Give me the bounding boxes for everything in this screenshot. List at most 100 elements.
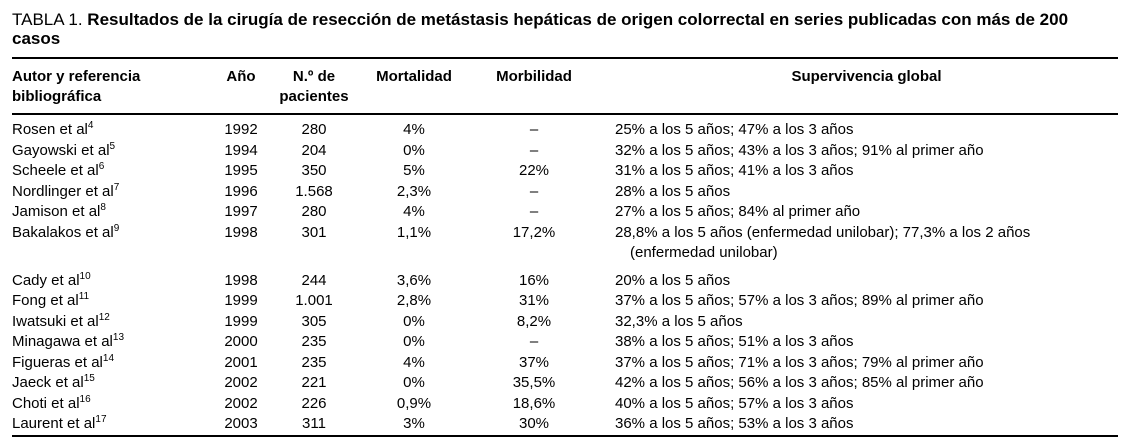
table-row: Cady et al10 1998 244 3,6% 16% 20% a los 5 añ… [12,271,1118,292]
reference-superscript: 10 [79,270,91,282]
morbidity-cell: 30% [518,415,550,432]
col-header-mortality: Mortalidad [376,68,452,85]
year-cell: 1998 [224,223,258,241]
survival-text: 20% a los 5 años [615,271,731,289]
table-row: Figueras et al14 2001 235 4% 37% 37% a los 5 … [12,353,1118,374]
author-cell: Jaeck et al15 [12,373,95,392]
year-cell: 1999 [224,292,258,309]
col-header-survival: Supervivencia global [791,68,942,85]
patients-cell: 305 [301,312,327,330]
survival-text: 36% a los 5 años; 53% a los 3 años [615,415,854,432]
reference-superscript: 8 [100,202,106,213]
morbidity-cell: – [529,141,539,159]
survival-cell: 32,3% a los 5 años [594,312,1118,333]
year-cell: 2001 [224,353,258,371]
author-cell: Nordlinger et al7 [12,181,120,200]
patients-cell: 311 [302,415,326,432]
col-header-year: Año [226,68,256,85]
patients-cell: 350 [301,162,327,179]
author-cell: Choti et al16 [12,393,91,412]
reference-superscript: 11 [78,291,90,302]
mortality-cell: 3% [403,415,425,432]
mortality-cell: 5% [403,162,425,179]
year-cell: 1995 [224,162,258,179]
col-header-patients: N.º de pacientes [279,68,349,105]
patients-cell: 1.001 [295,292,333,309]
year-cell: 1992 [224,121,258,138]
author-cell: Scheele et al6 [12,161,105,180]
morbidity-cell: 17,2% [512,223,556,241]
mortality-cell: 1,1% [396,223,432,241]
table-row: Bakalakos et al9 1998 301 1,1% 17,2% 28,8% a … [12,223,1118,271]
survival-cell: 36% a los 5 años; 53% a los 3 años [594,414,1118,436]
table-row: Minagawa et al13 2000 235 0% – 38% a los 5 añ… [12,332,1118,353]
author-cell: Bakalakos et al9 [12,222,120,241]
year-cell: 1996 [224,182,258,200]
table-title: TABLA 1. Resultados de la cirugía de res… [12,10,1118,48]
survival-text: 28% a los 5 años [615,182,731,200]
survival-cell: 25% a los 5 años; 47% a los 3 años [594,114,1118,141]
survival-cell: 42% a los 5 años; 56% a los 3 años; 85% … [594,373,1118,394]
table-row: Rosen et al4 1992 280 4% – 25% a los 5 años; … [12,114,1118,141]
author-cell: Cady et al10 [12,270,91,289]
reference-superscript: 6 [98,161,105,172]
survival-text: 32% a los 5 años; 43% a los 3 años; 91% … [615,141,984,159]
survival-text: 32,3% a los 5 años [615,312,743,330]
patients-cell: 280 [301,121,327,138]
patients-cell: 244 [301,271,327,289]
author-cell: Rosen et al4 [12,120,94,139]
survival-text: 37% a los 5 años; 57% a los 3 años; 89% … [615,292,984,309]
mortality-cell: 0% [403,374,425,391]
morbidity-cell: 16% [518,271,550,289]
survival-cell: 32% a los 5 años; 43% a los 3 años; 91% … [594,141,1118,162]
reference-superscript: 14 [102,352,115,364]
survival-text: 28,8% a los 5 años (enfermedad unilobar)… [615,223,1031,241]
mortality-cell: 2,3% [396,182,432,200]
morbidity-cell: – [529,121,539,138]
morbidity-cell: 8,2% [516,312,552,330]
col-header-morbidity: Morbilidad [496,68,572,85]
reference-superscript: 5 [109,140,116,152]
results-table: Autor y referencia bibliográfica Año N.º… [12,57,1118,437]
morbidity-cell: 37% [518,353,550,371]
survival-cell: 37% a los 5 años; 57% a los 3 años; 89% … [594,291,1118,312]
survival-text: 31% a los 5 años; 41% a los 3 años [615,162,854,179]
survival-continuation: (enfermedad unilobar) [630,244,778,261]
col-header-author: Autor y referencia bibliográfica [12,68,141,105]
table-title-label: TABLA 1. [12,10,83,29]
year-cell: 2000 [224,333,258,350]
patients-cell: 1.568 [295,182,333,200]
patients-cell: 226 [301,394,327,412]
year-cell: 2002 [224,394,258,412]
patients-cell: 235 [301,353,327,371]
year-cell: 2002 [224,374,258,391]
morbidity-cell: 18,6% [512,394,556,412]
table-row: Nordlinger et al7 1996 1.568 2,3% – 28% a los… [12,182,1118,203]
table-row: Jamison et al8 1997 280 4% – 27% a los 5 años… [12,202,1118,223]
mortality-cell: 3,6% [396,271,432,289]
morbidity-cell: 22% [518,162,550,179]
table-row: Gayowski et al5 1994 204 0% – 32% a los 5 año… [12,141,1118,162]
author-cell: Gayowski et al5 [12,140,116,159]
morbidity-cell: – [529,182,539,200]
patients-cell: 301 [301,223,327,241]
table-row: Choti et al16 2002 226 0,9% 18,6% 40% a los 5… [12,394,1118,415]
morbidity-cell: – [529,333,539,350]
mortality-cell: 4% [403,203,425,220]
patients-cell: 235 [301,333,327,350]
year-cell: 1994 [224,141,258,159]
year-cell: 1999 [224,312,258,330]
survival-cell: 27% a los 5 años; 84% al primer año [594,202,1118,223]
patients-cell: 221 [301,374,327,391]
mortality-cell: 0,9% [396,394,432,412]
reference-superscript: 13 [112,332,125,343]
table-row: Fong et al11 1999 1.001 2,8% 31% 37% a los 5 … [12,291,1118,312]
author-cell: Laurent et al17 [12,414,107,433]
reference-superscript: 15 [83,373,95,384]
mortality-cell: 2,8% [396,292,432,309]
reference-superscript: 9 [113,222,120,234]
mortality-cell: 4% [403,121,425,138]
year-cell: 1997 [224,203,258,220]
survival-text: 40% a los 5 años; 57% a los 3 años [615,394,854,412]
